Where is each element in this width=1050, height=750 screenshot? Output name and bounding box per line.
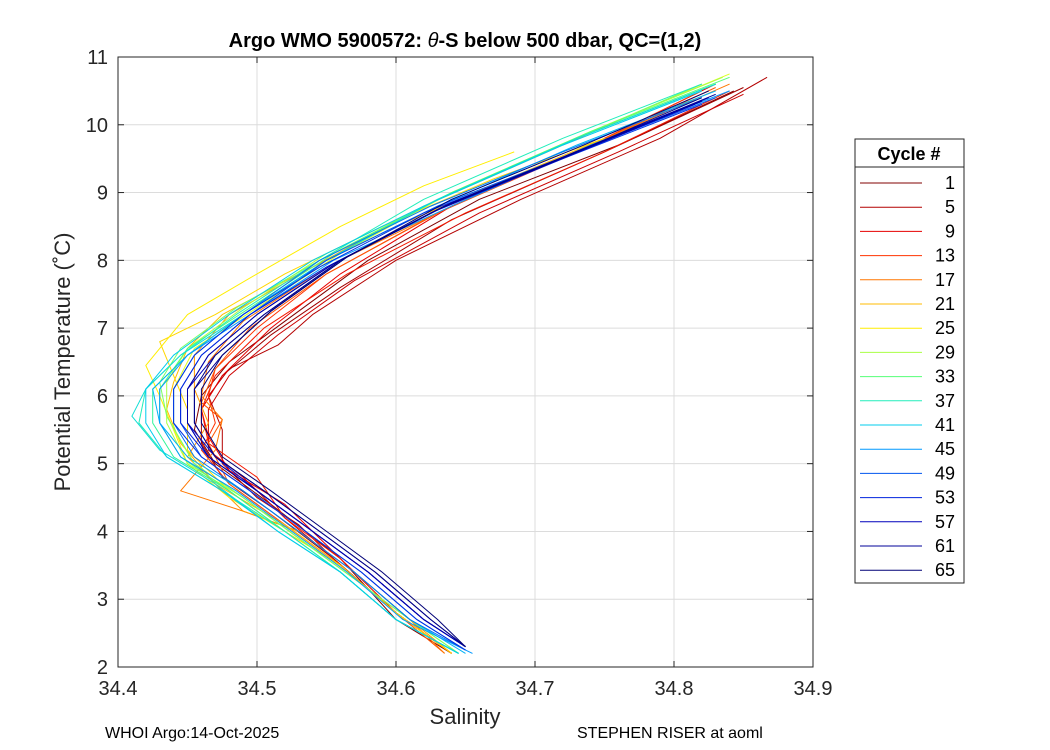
legend: Cycle # 1 5 9 13 17 21 25 29 33 37 41 45 49 53 57 61 65 — [854, 138, 965, 584]
legend-label-17: 17 — [935, 270, 955, 290]
legend-label-5: 5 — [945, 197, 955, 217]
y-axis-label: Potential Temperature (˚C) — [50, 233, 75, 492]
y-tick-label: 9 — [97, 183, 108, 205]
plot-area — [118, 57, 813, 667]
x-axis-label: Salinity — [430, 704, 501, 729]
axis-ticks: 34.4 34.5 34.6 34.7 34.8 34.9 2 3 4 5 6 7 8 9 10 11 — [86, 47, 833, 700]
legend-label-33: 33 — [935, 367, 955, 387]
title-prefix: Argo WMO 5900572: — [229, 30, 428, 52]
legend-items: 1 5 9 13 17 21 25 29 33 37 41 45 49 53 57 61 65 — [860, 173, 955, 580]
series-cycle-51 — [173, 103, 702, 651]
legend-label-1: 1 — [945, 173, 955, 193]
axes-frame — [117, 56, 814, 668]
x-tick-label: 34.5 — [238, 678, 277, 700]
legend-label-41: 41 — [935, 415, 955, 435]
legend-label-13: 13 — [935, 246, 955, 266]
legend-label-53: 53 — [935, 488, 955, 508]
y-tick-label: 7 — [97, 318, 108, 340]
x-tick-label: 34.8 — [655, 678, 694, 700]
title-theta-symbol: θ — [428, 30, 439, 52]
y-tick-label: 2 — [97, 657, 108, 679]
series-cycle-63 — [193, 97, 702, 648]
data-series — [131, 73, 768, 654]
y-tick-label: 3 — [97, 589, 108, 611]
x-tick-label: 34.6 — [377, 678, 416, 700]
legend-label-49: 49 — [935, 463, 955, 483]
chart-title: Argo WMO 5900572: θ-S below 500 dbar, QC… — [229, 30, 702, 52]
series-cycle-37 — [138, 83, 702, 654]
series-cycle-65 — [200, 90, 709, 648]
y-tick-label: 8 — [97, 250, 108, 272]
footer-right-credit: STEPHEN RISER at aoml — [577, 725, 763, 742]
series-cycle-41 — [145, 90, 702, 654]
y-tick-label: 6 — [97, 386, 108, 408]
legend-label-57: 57 — [935, 512, 955, 532]
x-tick-label: 34.9 — [794, 678, 833, 700]
title-suffix: -S below 500 dbar, QC=(1,2) — [438, 30, 701, 52]
footer-left-credit: WHOI Argo:14-Oct-2025 — [105, 725, 280, 742]
series-cycle-7 — [207, 93, 744, 654]
legend-label-65: 65 — [935, 560, 955, 580]
y-tick-label: 4 — [97, 521, 108, 543]
x-tick-label: 34.4 — [99, 678, 138, 700]
y-tick-label: 11 — [87, 47, 108, 69]
legend-label-21: 21 — [935, 294, 955, 314]
legend-label-25: 25 — [935, 318, 955, 338]
legend-label-9: 9 — [945, 221, 955, 241]
legend-label-37: 37 — [935, 391, 955, 411]
legend-label-45: 45 — [935, 439, 955, 459]
x-tick-label: 34.7 — [516, 678, 555, 700]
legend-label-61: 61 — [935, 536, 955, 556]
y-tick-label: 5 — [97, 454, 108, 476]
legend-label-29: 29 — [935, 342, 955, 362]
legend-title: Cycle # — [877, 144, 940, 164]
legend-box — [854, 138, 965, 584]
series-cycle-45 — [159, 90, 730, 654]
y-tick-label: 10 — [86, 115, 108, 137]
